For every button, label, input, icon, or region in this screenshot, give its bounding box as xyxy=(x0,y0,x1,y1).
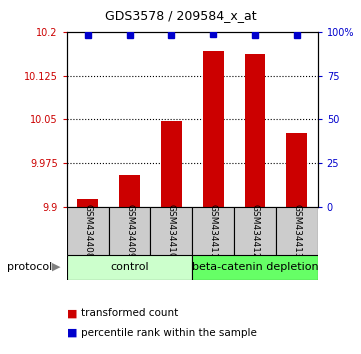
Text: percentile rank within the sample: percentile rank within the sample xyxy=(81,328,257,338)
Text: GSM434410: GSM434410 xyxy=(167,204,176,258)
FancyBboxPatch shape xyxy=(192,255,318,280)
Text: ■: ■ xyxy=(67,308,77,318)
Text: GSM434408: GSM434408 xyxy=(83,204,92,258)
FancyBboxPatch shape xyxy=(67,255,192,280)
Text: transformed count: transformed count xyxy=(81,308,178,318)
Bar xyxy=(119,175,140,207)
Bar xyxy=(77,200,98,207)
Text: beta-catenin depletion: beta-catenin depletion xyxy=(192,262,318,272)
Text: control: control xyxy=(110,262,149,272)
Bar xyxy=(203,51,223,207)
FancyBboxPatch shape xyxy=(109,207,151,255)
FancyBboxPatch shape xyxy=(276,207,318,255)
Text: GSM434411: GSM434411 xyxy=(209,204,218,258)
Text: GSM434409: GSM434409 xyxy=(125,204,134,258)
Bar xyxy=(286,133,307,207)
FancyBboxPatch shape xyxy=(67,207,109,255)
Bar xyxy=(244,54,265,207)
FancyBboxPatch shape xyxy=(192,207,234,255)
Bar xyxy=(161,121,182,207)
Text: ■: ■ xyxy=(67,328,77,338)
Text: ▶: ▶ xyxy=(52,262,60,272)
FancyBboxPatch shape xyxy=(234,207,276,255)
Text: GSM434413: GSM434413 xyxy=(292,204,301,258)
Text: GDS3578 / 209584_x_at: GDS3578 / 209584_x_at xyxy=(105,9,256,22)
FancyBboxPatch shape xyxy=(151,207,192,255)
Text: GSM434412: GSM434412 xyxy=(251,204,260,258)
Text: protocol: protocol xyxy=(7,262,52,272)
